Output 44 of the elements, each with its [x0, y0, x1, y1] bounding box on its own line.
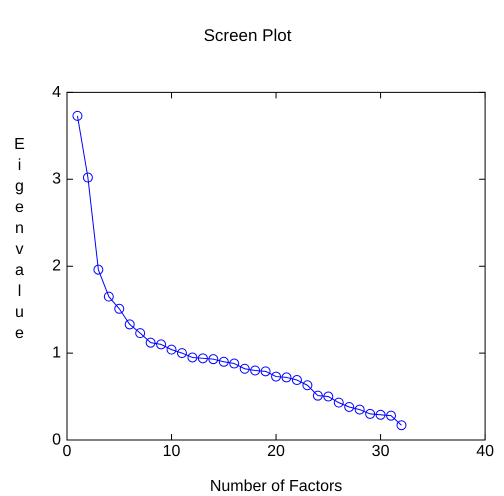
point — [386, 410, 396, 421]
point — [250, 365, 260, 376]
chart-title: Screen Plot — [204, 26, 292, 45]
point — [82, 172, 93, 183]
point — [323, 392, 334, 402]
x-tick-label: 20 — [267, 443, 286, 460]
point — [282, 372, 292, 382]
point — [271, 372, 282, 382]
point — [146, 338, 156, 348]
point — [124, 319, 135, 330]
point — [156, 339, 166, 350]
point — [198, 353, 208, 364]
x-tick-label: 10 — [162, 443, 181, 460]
y-tick-label: 2 — [52, 258, 62, 275]
point — [376, 410, 386, 420]
point — [114, 304, 124, 314]
point — [176, 348, 187, 358]
point — [104, 292, 114, 302]
point — [292, 375, 302, 386]
point — [260, 366, 271, 376]
point — [344, 402, 354, 412]
point — [93, 264, 104, 275]
point — [218, 356, 229, 367]
y-tick-label: 3 — [52, 170, 62, 188]
point — [166, 344, 177, 355]
point — [396, 420, 406, 430]
y-tick-label: 4 — [52, 84, 62, 101]
point — [334, 398, 344, 408]
point — [302, 380, 312, 390]
point — [229, 358, 240, 369]
point — [354, 404, 365, 415]
y-tick-label: 0 — [52, 431, 62, 448]
y-tick-label: 1 — [52, 344, 62, 362]
x-axis-title: Number of Factors — [210, 478, 342, 495]
y-axis-title: Eigenvalue — [10, 136, 28, 346]
point — [365, 408, 376, 419]
x-tick-label: 30 — [372, 443, 390, 460]
point — [135, 328, 146, 338]
point — [187, 352, 198, 362]
point — [72, 110, 82, 121]
point — [312, 390, 323, 401]
point — [240, 364, 250, 374]
x-tick-label: 40 — [476, 443, 494, 460]
point — [208, 354, 218, 364]
